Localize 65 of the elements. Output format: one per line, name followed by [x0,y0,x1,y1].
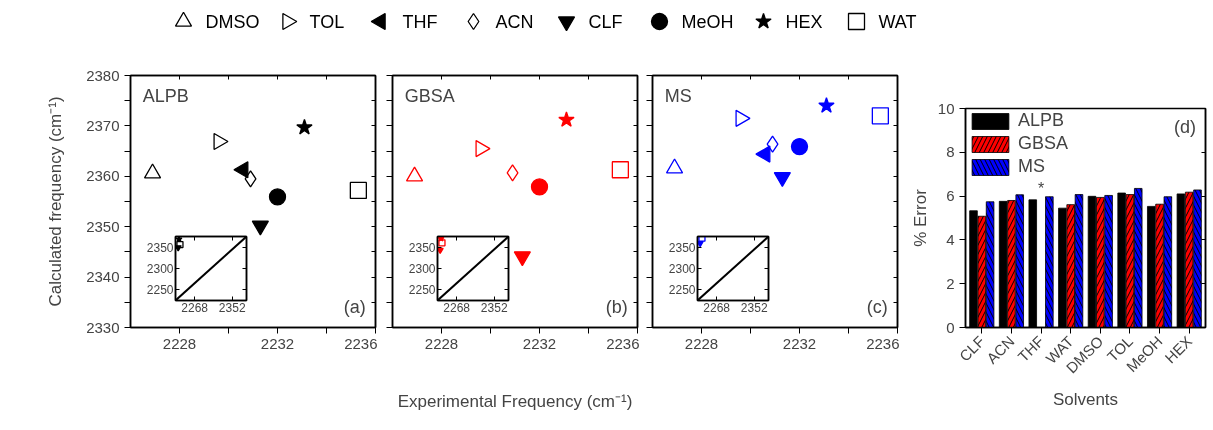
annotation: GBSA [404,85,455,106]
x-axis-title: Solvents [1052,390,1119,410]
x-tick-label: 2268 [443,300,471,315]
point [437,236,445,242]
point [437,247,444,255]
legend-label: HEX [785,11,823,32]
legend-label: GBSA [1018,133,1069,154]
y-tick-label: 2300 [408,262,436,277]
x-tick-label: 2352 [218,300,246,315]
x-axis-title: Experimental Frequency (cm⁻¹) [397,391,633,411]
x-tick-label: 2232 [522,334,557,352]
annotation: * [1037,179,1045,197]
x-tick-label: 2228 [684,334,719,352]
x-tick-label: 2228 [424,334,459,352]
y-tick-label: 10 [937,99,955,117]
point [438,239,446,247]
legend-label: ACN [495,11,534,32]
x-tick-label: 2352 [740,300,768,315]
y-tick-label: 2300 [668,262,696,277]
annotation: (d) [1173,117,1196,138]
annotation: ALPB [142,85,189,106]
x-tick-label: 2236 [344,334,378,352]
y-tick-label: 2 [946,274,955,292]
x-tick-label: 2232 [782,334,817,352]
annotation: (c) [866,297,888,318]
y-tick-label: 2340 [86,268,120,286]
y-tick-label: 2300 [146,262,174,277]
legend-label: TOL [309,11,345,32]
legend-label: MeOH [681,11,734,32]
annotation: (b) [605,297,628,318]
point [175,236,183,243]
y-tick-label: 4 [946,230,955,248]
legend-label: CLF [588,11,623,32]
annotation: MS [664,85,692,106]
x-tick-label: 2268 [703,300,731,315]
y-tick-label: 2350 [668,241,696,256]
legend-label: THF [402,11,438,32]
y-tick-label: 2350 [86,217,120,235]
x-tick-label: 2236 [866,334,900,352]
x-tick-label: 2228 [162,334,197,352]
x-tick-label: 2268 [181,300,209,315]
y-axis-title: % Error [910,188,930,247]
y-tick-label: 2380 [86,66,120,84]
x-tick-label: 2236 [606,334,640,352]
y-tick-label: 2330 [86,318,120,336]
y-axis-title: Calculated frequency (cm⁻¹) [46,96,66,307]
y-tick-label: 2350 [146,241,174,256]
legend-label: DMSO [205,11,260,32]
point [176,240,184,249]
legend-label: ALPB [1018,110,1065,131]
x-tick-label: 2232 [260,334,295,352]
legend-label: MS [1018,156,1045,177]
legend-label: WAT [878,11,917,32]
y-tick-label: 2250 [668,283,696,298]
annotation: (a) [343,297,366,318]
x-tick-label: 2352 [480,300,508,315]
y-tick-label: 2370 [86,116,120,134]
y-tick-label: 2360 [86,167,120,185]
y-tick-label: 2250 [146,283,174,298]
y-tick-label: 8 [946,143,955,161]
y-tick-label: 2350 [408,241,436,256]
y-tick-label: 2250 [408,283,436,298]
y-tick-label: 0 [946,318,955,336]
x-tick-label: CLF [955,332,988,365]
y-tick-label: 6 [946,187,955,205]
